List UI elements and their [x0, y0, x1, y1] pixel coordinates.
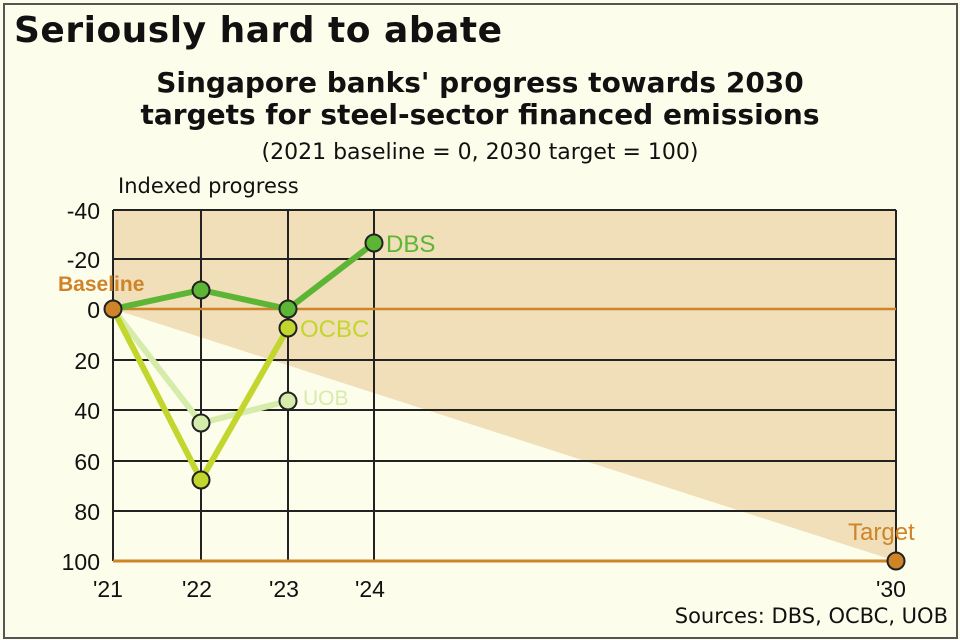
svg-text:80: 80 — [74, 499, 100, 525]
dbs-label: DBS — [386, 231, 435, 258]
headline: Seriously hard to abate — [14, 10, 503, 51]
chart-title-line2: targets for steel-sector financed emissi… — [140, 98, 820, 131]
svg-text:'22: '22 — [182, 576, 212, 602]
baseline-label: Baseline — [58, 273, 144, 296]
grid-vertical — [112, 210, 897, 561]
svg-text:0: 0 — [87, 297, 100, 323]
ocbc-point-22 — [191, 470, 211, 490]
uob-point-23 — [278, 391, 298, 411]
svg-text:-40: -40 — [67, 198, 100, 224]
dbs-line — [112, 240, 376, 312]
svg-text:40: 40 — [74, 398, 100, 424]
dbs-point-23 — [278, 299, 298, 319]
ocbc-point-23 — [278, 318, 298, 338]
svg-text:'21: '21 — [93, 576, 123, 602]
svg-text:60: 60 — [74, 449, 100, 475]
y-axis-ticks: -40 -20 0 20 40 60 80 100 — [62, 198, 100, 575]
svg-text:'24: '24 — [355, 576, 385, 602]
uob-label: UOB — [303, 387, 349, 410]
target-point — [886, 551, 906, 571]
grid-horizontal — [113, 209, 896, 512]
uob-point-22 — [191, 413, 211, 433]
svg-text:'30: '30 — [876, 576, 906, 602]
x-axis-ticks: '21 '22 '23 '24 '30 — [93, 576, 906, 602]
svg-text:100: 100 — [62, 549, 100, 575]
svg-text:'23: '23 — [269, 576, 299, 602]
svg-text:20: 20 — [74, 348, 100, 374]
source-note: Sources: DBS, OCBC, UOB — [674, 604, 948, 628]
dbs-point-24 — [364, 233, 384, 253]
svg-text:-20: -20 — [67, 247, 100, 273]
shaded-region — [113, 210, 896, 561]
target-label: Target — [848, 519, 915, 546]
dbs-point-22 — [191, 280, 211, 300]
chart-title-line1: Singapore banks' progress towards 2030 — [156, 66, 804, 99]
baseline-point — [103, 299, 123, 319]
y-axis-label: Indexed progress — [118, 174, 299, 198]
ocbc-label: OCBC — [300, 316, 369, 343]
chart-note: (2021 baseline = 0, 2030 target = 100) — [261, 140, 699, 165]
